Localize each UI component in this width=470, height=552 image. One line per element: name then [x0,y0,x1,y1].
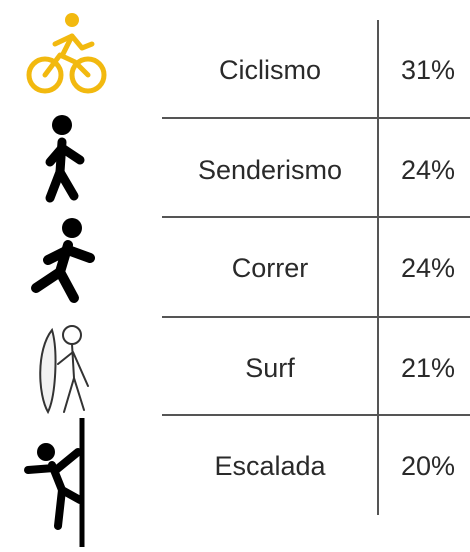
activity-percent: 24% [401,253,455,283]
activity-name: Escalada [214,451,326,481]
cycling-icon [29,13,104,91]
surf-icon [40,326,88,412]
activity-name: Ciclismo [219,55,321,85]
activity-percent: 20% [401,451,455,481]
activity-name: Surf [245,353,295,383]
activity-name: Senderismo [198,155,342,185]
running-icon [36,218,90,298]
activity-percent: 31% [401,55,455,85]
activity-name: Correr [232,253,309,283]
hiking-icon [50,115,80,198]
page: Ciclismo 31% Senderismo 24% Correr 24% Surf 21%… [0,0,470,547]
activity-percent: 24% [401,155,455,185]
activity-table: Ciclismo 31% Senderismo 24% Correr 24% Surf 21%… [0,0,470,547]
climbing-icon [28,418,82,547]
table-cells: Ciclismo 31% Senderismo 24% Correr 24% Surf 21%… [198,55,455,481]
activity-percent: 21% [401,353,455,383]
